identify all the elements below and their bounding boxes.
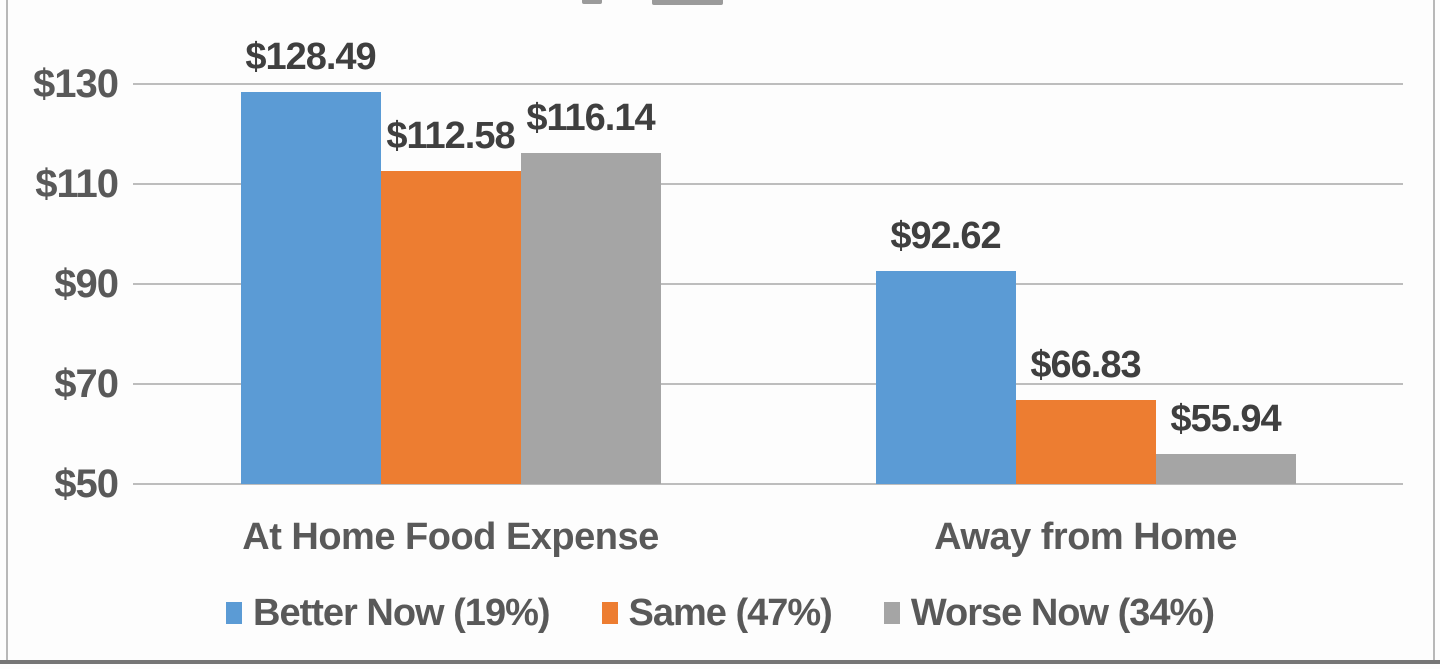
gridline (133, 483, 1403, 485)
legend-label: Better Now (19%) (253, 592, 550, 634)
data-label: $128.49 (245, 35, 376, 78)
data-label: $55.94 (1170, 398, 1281, 441)
gridline (133, 283, 1403, 285)
plot-area: $128.49 $112.58 $116.14 $92.62 $66.83 $55.94 (133, 0, 1403, 485)
bar (520, 153, 661, 484)
legend-label: Worse Now (34%) (910, 592, 1215, 634)
data-label: $116.14 (526, 97, 655, 140)
gridline (133, 383, 1403, 385)
legend-label: Same (47%) (628, 592, 833, 634)
legend-swatch-icon (601, 602, 618, 624)
legend: Better Now (19%) Same (47%) Worse Now (34%… (0, 590, 1440, 636)
y-axis-tick-label: $70 (54, 362, 119, 406)
data-label: $66.83 (1030, 343, 1141, 386)
bar-group: $92.62 $66.83 $55.94 (768, 0, 1403, 484)
gridline (133, 83, 1403, 85)
y-axis-tick-label: $90 (54, 262, 119, 306)
bar (380, 171, 521, 484)
y-axis-tick-label: $110 (35, 162, 119, 206)
bar (1015, 399, 1156, 484)
bar (1155, 454, 1296, 484)
legend-item: Worse Now (34%) (883, 590, 1215, 636)
gridline (133, 183, 1403, 185)
bar (240, 91, 381, 484)
cropped-title-fragment (652, 0, 723, 5)
frame-border-left (6, 0, 8, 662)
cropped-title-fragment (582, 0, 602, 4)
legend-item: Better Now (19%) (226, 590, 551, 636)
legend-swatch-icon (226, 602, 243, 624)
category-label: At Home Food Expense (242, 516, 659, 558)
data-label: $112.58 (386, 115, 515, 158)
frame-border-right (1433, 0, 1435, 662)
bar (875, 270, 1016, 484)
data-label: $92.62 (890, 214, 1001, 257)
category-label: Away from Home (934, 516, 1237, 558)
y-axis-tick-label: $130 (33, 62, 119, 106)
legend-item: Same (47%) (601, 590, 833, 636)
bar-group: $128.49 $112.58 $116.14 (133, 0, 768, 484)
y-axis-tick-label: $50 (54, 462, 119, 506)
frame-border-bottom (0, 660, 1440, 664)
legend-swatch-icon (883, 602, 900, 624)
